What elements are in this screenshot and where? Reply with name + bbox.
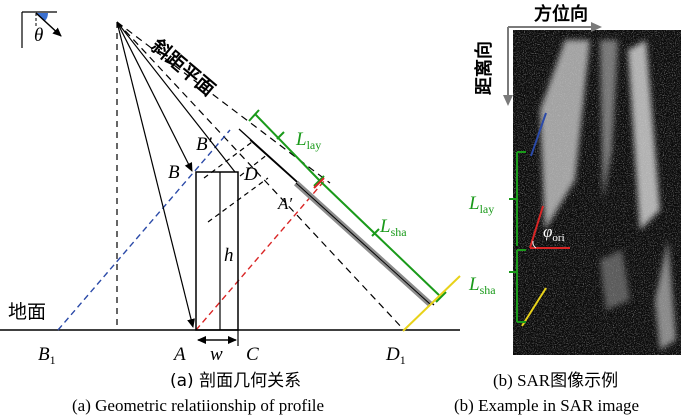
sar-blue-line (530, 112, 547, 157)
slant-plane-label: 斜距平面 (146, 34, 220, 101)
incidence-arrow (35, 12, 62, 37)
dashed-D-perp (239, 153, 269, 177)
label-h: h (224, 245, 234, 266)
shadow-ray-dashed (116, 21, 405, 331)
label-A: A (172, 344, 186, 365)
angle-inset: θ (21, 11, 62, 48)
azimuth-label: 方位向 (534, 3, 588, 25)
label-D1: D1 (385, 344, 406, 367)
red-dashed-line (195, 179, 326, 331)
L-lay-midtick (276, 131, 285, 140)
slant-plane-line (116, 21, 331, 184)
sar-image (513, 30, 681, 355)
sar-yellow-line (521, 287, 547, 327)
label-C: C (246, 344, 259, 365)
label-D: D (243, 164, 258, 185)
caption-b-cn: (b) SAR图像示例 (493, 371, 618, 390)
L-lay-tick-bottom (313, 175, 325, 187)
caption-a-en: (a) Geometric relatiionship of profile (72, 396, 324, 415)
building-profile (195, 171, 239, 331)
blue-dashed-line (57, 129, 231, 331)
label-w: w (210, 344, 223, 365)
sar-L-sha-label: Lsha (468, 274, 496, 297)
profile-geometry: θ 地面 斜距平面 (0, 11, 461, 415)
label-B: B (168, 162, 180, 183)
ground-label: 地面 (8, 301, 46, 323)
ray-to-A (116, 21, 195, 328)
sar-example: 方位向 距离向 φori Llay Lsha (b) SAR图像示例 (b) E… (454, 3, 681, 415)
sar-L-lay-label: Llay (468, 193, 494, 216)
label-L-sha: Lsha (379, 216, 407, 239)
label-B1: B1 (38, 344, 56, 367)
ray-to-D (116, 21, 236, 173)
caption-b-en: (b) Example in SAR image (454, 396, 639, 415)
label-L-lay: Llay (295, 129, 321, 152)
sar-angle-arc (532, 240, 537, 249)
lay-sha-split-tick (313, 177, 325, 189)
theta-label: θ (34, 25, 43, 46)
label-A-prime: A′ (277, 194, 292, 213)
L-lay-bracket (254, 113, 321, 182)
caption-a-cn: (a) 剖面几何关系 (170, 371, 301, 391)
label-B-prime: B′ (196, 134, 213, 155)
sar-phi-label: φori (543, 222, 565, 244)
sar-green-brackets (509, 151, 526, 323)
L-sha-bracket (319, 180, 442, 298)
L-sha-midtick (371, 228, 380, 237)
range-label: 距离向 (473, 41, 495, 95)
L-sha-tick-bottom (435, 291, 447, 303)
slant-projection-bar-outline (295, 182, 431, 305)
sar-red-slant (529, 205, 544, 249)
shadow-end-yellow-line (402, 275, 461, 332)
L-lay-tick-top (248, 109, 260, 122)
ray-to-B (116, 21, 193, 172)
